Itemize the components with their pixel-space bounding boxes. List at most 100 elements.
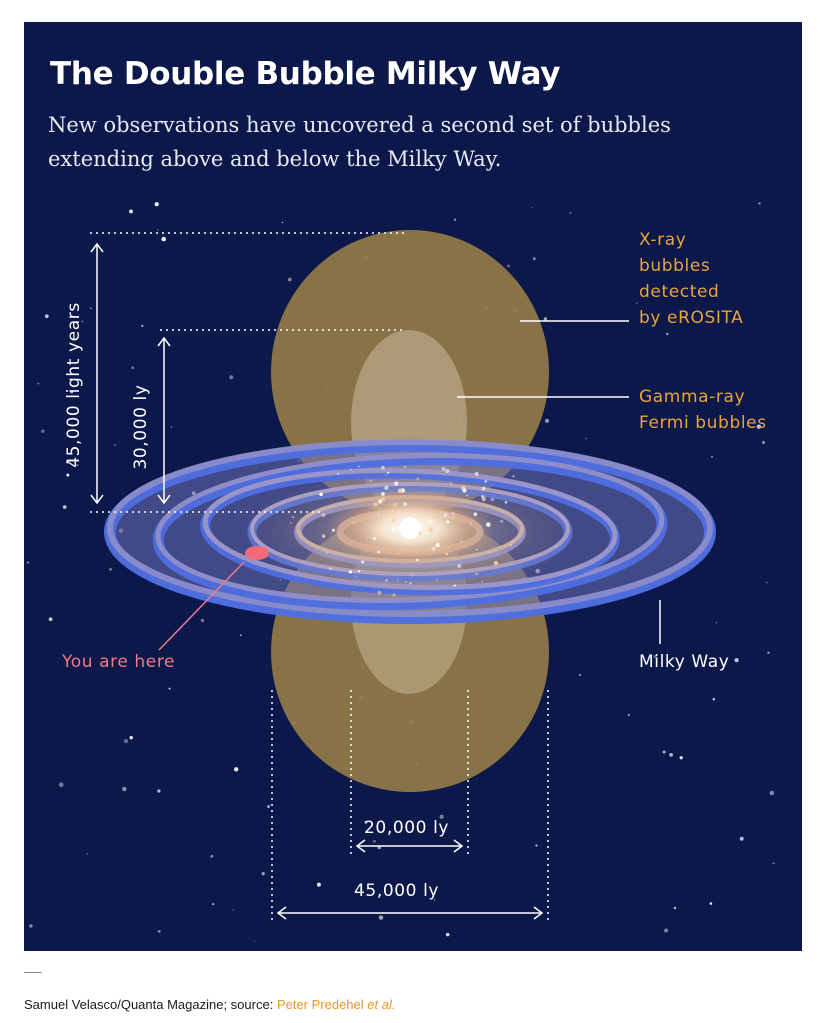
bulge-star (391, 527, 396, 532)
star (239, 634, 242, 637)
bulge-star (462, 488, 467, 493)
bulge-star (391, 510, 394, 512)
bulge-star (466, 494, 468, 497)
bulge-star (481, 486, 486, 491)
bulge-star (392, 593, 396, 597)
xray-label-line1: X-ray (639, 230, 687, 250)
bulge-star (352, 521, 355, 524)
star (287, 277, 292, 282)
star (543, 317, 548, 321)
star (439, 814, 444, 819)
star (62, 505, 67, 509)
xray-height-label: 45,000 light years (64, 302, 84, 468)
star (44, 314, 49, 319)
star (666, 332, 669, 336)
bulge-star (504, 501, 508, 504)
star (535, 844, 538, 847)
star (739, 836, 744, 841)
bulge-star (397, 549, 400, 552)
bulge-star (321, 534, 326, 538)
image-credit: Samuel Velasco/Quanta Magazine; source: … (24, 997, 395, 1012)
bulge-star (396, 552, 399, 555)
bulge-star (349, 468, 352, 471)
bulge-star (476, 549, 478, 551)
star (532, 257, 536, 261)
bulge-star (457, 564, 461, 568)
star (232, 909, 235, 911)
bulge-star (377, 550, 380, 554)
star (161, 236, 166, 242)
star (76, 464, 79, 467)
star (709, 902, 713, 905)
bulge-star (450, 482, 452, 485)
star (157, 789, 161, 793)
galaxy-diagram (26, 202, 775, 942)
bulge-star (329, 567, 332, 570)
star (157, 228, 159, 231)
star (734, 658, 739, 663)
star (710, 455, 714, 458)
star (131, 366, 135, 370)
star (267, 805, 270, 808)
dimension-guides (90, 232, 549, 924)
credit-etal: et al. (367, 997, 396, 1012)
gamma-bubbles-label: Gamma-ray Fermi bubbles (639, 384, 767, 436)
star (70, 390, 74, 394)
bulge-star (397, 579, 399, 582)
bulge-star (443, 513, 448, 517)
star (627, 713, 630, 716)
bulge-star (392, 518, 396, 522)
star (48, 617, 53, 622)
star (154, 202, 159, 207)
bulge-star (452, 516, 455, 519)
bulge-star (435, 543, 440, 548)
credit-prefix: Samuel Velasco/Quanta Magazine; source: (24, 997, 277, 1012)
star (114, 444, 116, 446)
bulge-star (473, 512, 478, 517)
bulge-star (331, 528, 335, 532)
bulge-star (385, 578, 389, 582)
bulge-star (447, 546, 450, 549)
bulge-star (387, 471, 390, 474)
star (507, 264, 510, 268)
star (41, 429, 45, 433)
star (664, 928, 669, 933)
bulge-star (421, 531, 423, 534)
bulge-star (436, 578, 438, 581)
milky-way-disk (104, 439, 716, 624)
bulge-star (357, 465, 360, 468)
bulge-star (486, 522, 491, 527)
star (37, 382, 40, 385)
star (712, 698, 716, 701)
star (378, 915, 384, 920)
star (756, 424, 762, 429)
credit-source-link[interactable]: Peter Predehel (276, 997, 368, 1012)
bulge-star (373, 501, 378, 507)
footer-rule (24, 972, 42, 973)
bulge-star (385, 474, 387, 476)
bulge-star (380, 497, 386, 502)
star (569, 211, 572, 214)
star (58, 782, 64, 788)
star (90, 307, 92, 310)
bulge-star (380, 492, 385, 496)
you-are-here-marker (158, 546, 269, 651)
bulge-star (319, 492, 323, 497)
star (29, 924, 33, 928)
bulge-star (441, 467, 446, 471)
bulge-star (452, 512, 455, 515)
xray-label-line3: detected (639, 282, 720, 302)
star (141, 324, 144, 327)
star (168, 687, 171, 690)
xray-bubbles-label: X-ray bubbles detected by eROSITA (639, 227, 743, 331)
bulge-star (348, 570, 353, 574)
xray-label-line4: by eROSITA (639, 308, 744, 328)
star (129, 209, 133, 214)
star (679, 756, 683, 760)
star (129, 736, 133, 740)
bulge-star (428, 527, 433, 532)
bulge-star (291, 515, 295, 519)
bulge-star (404, 465, 407, 468)
star (261, 872, 265, 876)
bulge-star (462, 485, 466, 489)
